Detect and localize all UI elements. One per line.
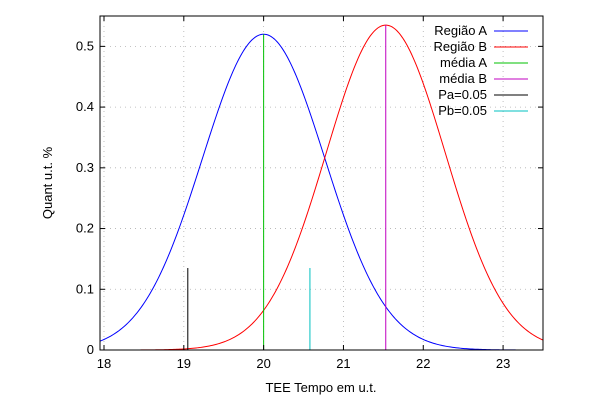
y-tick-label: 0.5 bbox=[76, 38, 94, 53]
legend-label-3: média B bbox=[439, 71, 487, 86]
ticks-layer: 18 19 20 21 22 23 0 0.1 0.2 0.3 0.4 0.5 bbox=[76, 16, 543, 371]
x-tick-label: 20 bbox=[256, 356, 270, 371]
x-tick-label: 19 bbox=[177, 356, 191, 371]
legend-label-2: média A bbox=[440, 55, 487, 70]
x-axis-label: TEE Tempo em u.t. bbox=[265, 380, 376, 395]
series-curve-1 bbox=[100, 24, 544, 351]
y-tick-label: 0 bbox=[87, 342, 94, 357]
series-curve-0 bbox=[99, 33, 543, 351]
y-tick-label: 0.4 bbox=[76, 99, 94, 114]
legend-label-5: Pb=0.05 bbox=[438, 103, 487, 118]
legend-label-0: Região A bbox=[434, 23, 487, 38]
x-tick-label: 22 bbox=[416, 356, 430, 371]
legend-label-1: Região B bbox=[434, 39, 487, 54]
series-layer bbox=[99, 24, 544, 351]
x-tick-label: 21 bbox=[336, 356, 350, 371]
y-tick-label: 0.1 bbox=[76, 281, 94, 296]
legend-label-4: Pa=0.05 bbox=[438, 87, 487, 102]
plot-frame bbox=[99, 15, 544, 351]
y-tick-label: 0.2 bbox=[76, 221, 94, 236]
y-axis-label: Quant u.t. % bbox=[40, 146, 55, 219]
x-tick-label: 23 bbox=[496, 356, 510, 371]
y-tick-label: 0.3 bbox=[76, 160, 94, 175]
x-tick-label: 18 bbox=[97, 356, 111, 371]
